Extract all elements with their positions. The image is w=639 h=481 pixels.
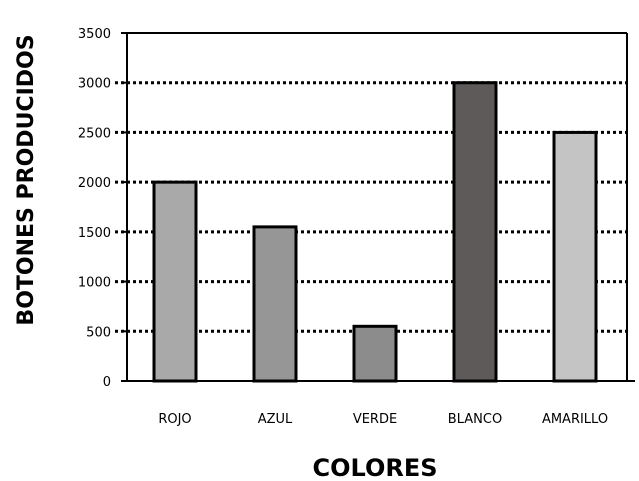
y-tick-label: 2000 (78, 176, 111, 191)
x-axis-title: COLORES (312, 454, 437, 481)
y-tick-label: 0 (103, 375, 111, 390)
bar-amarillo (552, 130, 598, 383)
bar-verde (352, 324, 398, 383)
x-tick-label-rojo: ROJO (158, 412, 191, 427)
y-tick-label: 3000 (78, 77, 111, 92)
y-tick-label: 500 (86, 325, 111, 340)
plot-frame (121, 32, 635, 382)
y-axis-title: BOTONES PRODUCIDOS (14, 34, 39, 325)
bar-azul (252, 225, 298, 383)
y-tick-labels: 0 500 1000 1500 2000 2500 3000 3500 (78, 27, 127, 390)
bar-rojo (152, 180, 198, 383)
x-tick-label-azul: AZUL (258, 412, 293, 427)
x-tick-label-blanco: BLANCO (448, 412, 502, 427)
x-tick-label-amarillo: AMARILLO (542, 412, 608, 427)
x-category-labels: ROJO AZUL VERDE BLANCO AMARILLO (158, 412, 608, 427)
x-tick-label-verde: VERDE (353, 412, 397, 427)
bar-blanco (452, 81, 498, 383)
y-tick-label: 1500 (78, 226, 111, 241)
grid-lines (115, 81, 627, 333)
bars (152, 81, 598, 383)
y-tick-label: 3500 (78, 27, 111, 42)
y-tick-label: 1000 (78, 276, 111, 291)
y-tick-label: 2500 (78, 126, 111, 141)
